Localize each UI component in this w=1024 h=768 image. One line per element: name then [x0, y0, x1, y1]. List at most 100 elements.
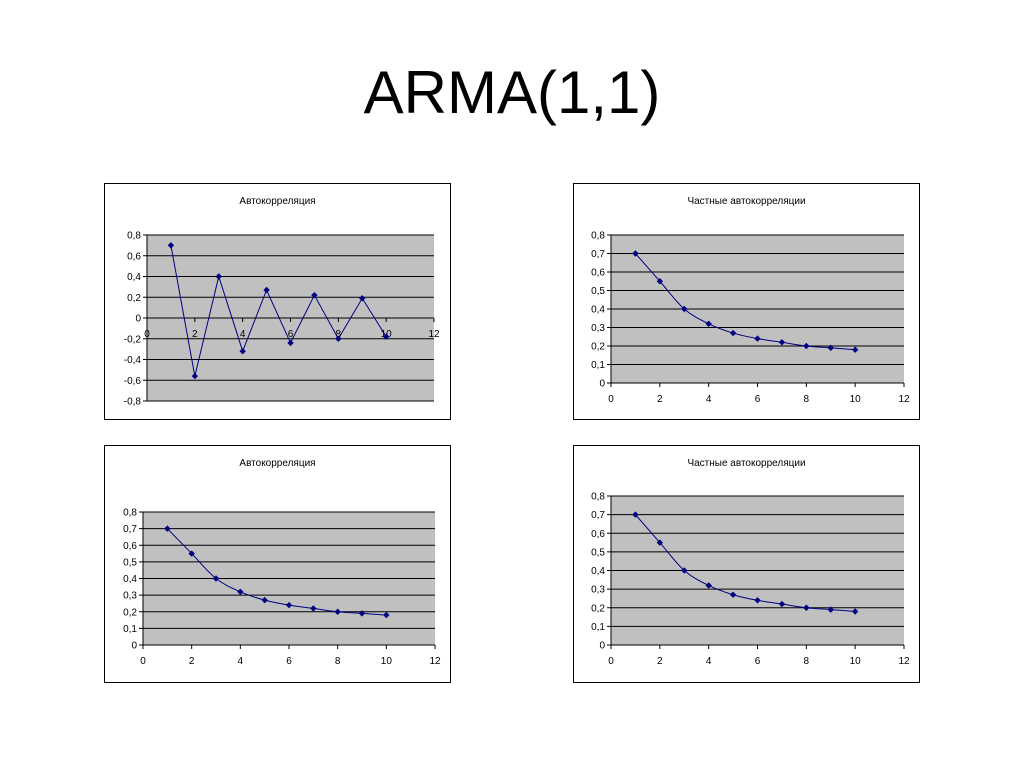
y-tick-label: 0 [131, 641, 137, 652]
x-tick-label: 6 [755, 394, 761, 405]
x-tick-label: 2 [657, 656, 663, 667]
y-tick-label: 0,6 [123, 541, 137, 552]
y-tick-label: 0,7 [591, 249, 605, 260]
series-line [635, 253, 856, 351]
y-tick-label: 0,1 [591, 622, 605, 633]
y-tick-label: -0,2 [124, 334, 142, 345]
y-tick-label: 0,1 [123, 624, 137, 635]
y-tick-label: 0,7 [591, 510, 605, 521]
y-tick-label: 0 [599, 641, 605, 652]
x-tick-label: 4 [240, 329, 246, 340]
x-tick-label: 0 [144, 329, 150, 340]
y-tick-label: 0,2 [127, 293, 141, 304]
y-tick-label: 0,4 [591, 305, 605, 316]
data-point [215, 273, 222, 280]
y-tick-label: -0,8 [124, 397, 142, 408]
x-tick-label: 8 [335, 656, 341, 667]
data-point [382, 333, 390, 340]
series-line [166, 528, 387, 616]
y-tick-label: 0,4 [591, 566, 605, 577]
data-point [287, 339, 294, 347]
data-point [681, 305, 688, 313]
chart-partial-autocorrelation-bottom-svg: Частные автокорреляции 0,8 0,7 0,6 0,5 0,4 0,3… [591, 458, 910, 667]
chart-autocorrelation-top: Автокорреляция 0,8 0,6 0,4 0,2 0 -0,2 -0,4 -0,6-… [104, 183, 451, 420]
data-point [212, 575, 220, 582]
x-tick-label: 10 [850, 394, 862, 405]
y-tick-label: 0,3 [591, 585, 605, 596]
series-line [635, 514, 856, 612]
x-tick-label: 6 [286, 656, 292, 667]
data-point [681, 567, 688, 574]
y-tick-label: 0,3 [591, 323, 605, 334]
x-tick-label: 8 [336, 329, 342, 340]
data-point [191, 372, 199, 380]
x-tick-label: 4 [706, 656, 712, 667]
y-tick-label: 0,7 [123, 524, 137, 535]
y-tick-label: 0,8 [123, 508, 137, 519]
y-tick-label: 0,8 [591, 231, 605, 242]
y-tick-label: 0,4 [123, 574, 137, 585]
data-point [803, 604, 810, 611]
data-point [167, 242, 175, 249]
data-point [311, 291, 318, 299]
chart-partial-autocorrelation-top-svg: Частные автокорреляции 0,8 0,7 0,6 0,5 0,4 0,3… [591, 196, 910, 405]
x-tick-label: 8 [804, 394, 810, 405]
x-tick-label: 0 [608, 656, 614, 667]
y-tick-label: 0 [599, 379, 605, 390]
x-tick-label: 12 [428, 329, 440, 340]
y-tick-label: 0,2 [591, 603, 605, 614]
y-tick-label: 0,6 [591, 529, 605, 540]
chart-partial-autocorrelation-bottom: Частные автокорреляции 0,8 0,7 0,6 0,5 0,4 0,3… [573, 445, 920, 683]
data-point [188, 550, 195, 557]
y-tick-label: 0,6 [591, 268, 605, 279]
y-tick-label: 0 [135, 314, 141, 325]
data-point [632, 511, 639, 518]
chart-title: Частные автокорреляции [687, 458, 805, 469]
x-tick-label: 10 [850, 656, 862, 667]
y-tick-label: 0,2 [591, 342, 605, 353]
chart-title: Автокорреляция [239, 458, 315, 469]
chart-title: Автокорреляция [239, 196, 315, 207]
x-tick-label: 4 [706, 394, 712, 405]
chart-autocorrelation-bottom: Автокорреляция 0,8 0,7 0,6 0,5 0,4 0,3 0,2 0,1 0 0… [104, 445, 451, 683]
chart-autocorrelation-top-svg: Автокорреляция0,80,60,40,20-0,2-0,4-0,6-… [124, 196, 440, 408]
y-tick-label: 0,4 [127, 272, 141, 283]
x-tick-label: 0 [608, 394, 614, 405]
chart-title: Частные автокорреляции [687, 196, 805, 207]
x-tick-label: 2 [657, 394, 663, 405]
x-tick-label: 2 [189, 656, 195, 667]
chart-autocorrelation-bottom-svg: Автокорреляция 0,8 0,7 0,6 0,5 0,4 0,3 0,2 0,1 00… [123, 458, 441, 667]
x-tick-label: 6 [288, 329, 294, 340]
data-point [263, 286, 270, 294]
slide-title: ARMA(1,1) [363, 59, 661, 126]
x-tick-label: 12 [898, 656, 910, 667]
x-tick-label: 12 [898, 394, 910, 405]
data-point [754, 597, 761, 604]
x-tick-label: 4 [238, 656, 244, 667]
x-tick-label: 12 [429, 656, 441, 667]
y-tick-label: 0,1 [591, 360, 605, 371]
data-point [239, 348, 246, 355]
y-tick-label: 0,8 [127, 231, 141, 242]
data-point [754, 335, 761, 342]
x-tick-label: 6 [755, 656, 761, 667]
y-tick-label: -0,6 [124, 376, 142, 387]
series-line [170, 245, 387, 377]
y-tick-label: 0,5 [591, 547, 605, 558]
data-point [656, 539, 664, 546]
data-point [335, 335, 342, 342]
x-tick-label: 2 [192, 329, 198, 340]
y-tick-label: -0,4 [124, 355, 142, 366]
y-tick-label: 0,3 [123, 591, 137, 602]
y-tick-label: 0,6 [127, 251, 141, 262]
y-tick-label: 0,5 [591, 286, 605, 297]
y-tick-label: 0,5 [123, 557, 137, 568]
y-tick-label: 0,2 [123, 607, 137, 618]
data-point [359, 295, 366, 302]
y-tick-label: 0,8 [591, 492, 605, 503]
data-point [164, 525, 171, 532]
data-point [827, 344, 834, 352]
data-point [827, 606, 834, 613]
chart-partial-autocorrelation-top: Частные автокорреляции 0,8 0,7 0,6 0,5 0,4 0,3… [573, 183, 920, 420]
x-tick-label: 10 [381, 656, 393, 667]
